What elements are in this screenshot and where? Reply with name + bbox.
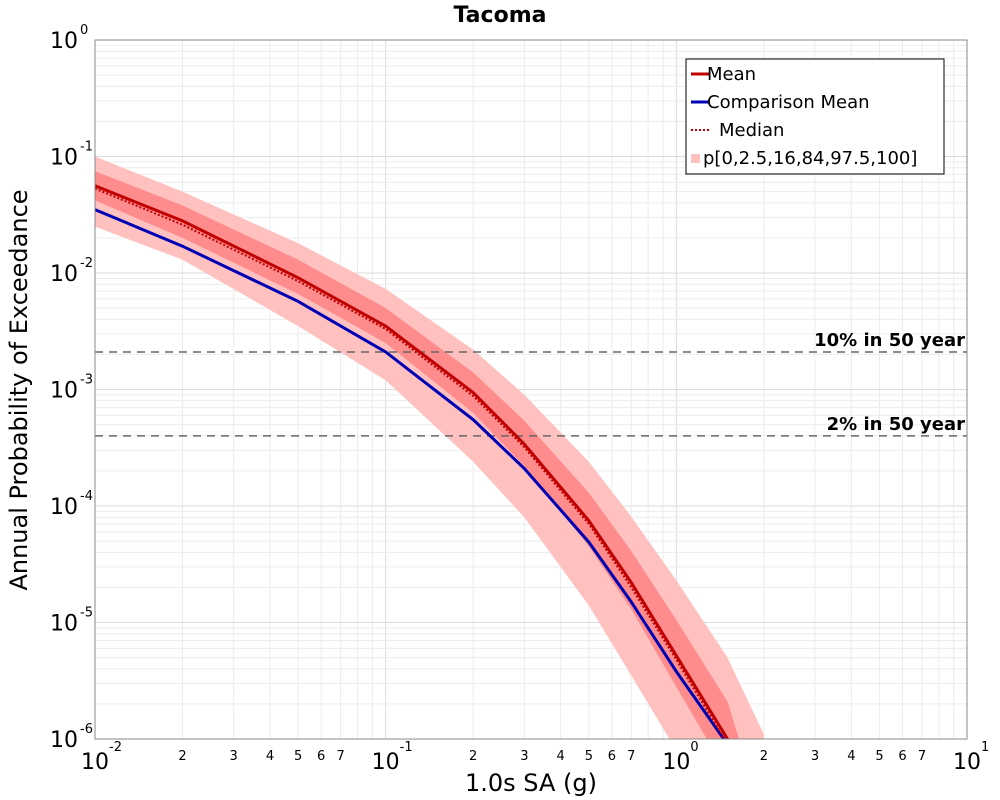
y-major-tick-exponent: -3	[80, 373, 93, 388]
x-minor-tick-label: 6	[608, 749, 616, 764]
y-major-tick-exponent: -6	[80, 722, 93, 737]
grid	[94, 40, 967, 740]
plot-frame	[94, 39, 968, 740]
y-major-tick-exponent: -2	[80, 256, 93, 271]
y-major-tick-label: 10	[50, 495, 78, 520]
y-major-tick-label: 10	[50, 728, 78, 753]
x-minor-tick-label: 7	[627, 749, 635, 764]
percentile-band	[95, 156, 764, 739]
y-major-tick-exponent: -4	[80, 489, 93, 504]
y-major-tick-label: 10	[50, 379, 78, 404]
reference-lines: 10% in 50 year 2% in 50 year	[95, 330, 967, 437]
x-minor-tick-label: 3	[811, 749, 819, 764]
chart-title: Tacoma	[454, 3, 547, 28]
series-line-comparison-mean	[95, 208, 726, 739]
x-major-tick-exponent: 0	[690, 740, 698, 755]
reference-line-label: 10% in 50 year	[814, 330, 965, 351]
x-minor-tick-label: 2	[178, 749, 186, 764]
y-axis-label: Annual Probability of Exceedance	[5, 189, 33, 590]
percentile-bands	[95, 156, 764, 739]
x-minor-tick-label: 5	[585, 749, 593, 764]
x-minor-tick-label: 2	[469, 749, 477, 764]
x-minor-tick-label: 3	[230, 749, 238, 764]
x-minor-tick-label: 4	[557, 749, 565, 764]
y-major-tick-label: 10	[50, 29, 78, 54]
x-major-tick-label: 10	[372, 750, 400, 775]
legend-label: Comparison Mean	[707, 92, 870, 113]
x-minor-tick-label: 3	[520, 749, 528, 764]
x-minor-tick-label: 2	[760, 749, 768, 764]
y-major-tick-exponent: 0	[80, 23, 88, 38]
x-major-tick-exponent: -2	[109, 740, 122, 755]
y-major-tick-label: 10	[50, 612, 78, 637]
y-major-tick-label: 10	[50, 146, 78, 171]
percentile-band	[95, 171, 739, 739]
y-major-tick-exponent: -5	[80, 606, 93, 621]
x-major-tick-label: 10	[662, 750, 690, 775]
x-minor-tick-label: 7	[337, 749, 345, 764]
legend-label: Mean	[707, 64, 756, 85]
x-minor-tick-label: 6	[898, 749, 906, 764]
x-major-tick-exponent: 1	[981, 740, 989, 755]
x-minor-tick-label: 5	[294, 749, 302, 764]
x-minor-tick-label: 5	[875, 749, 883, 764]
y-major-tick-exponent: -1	[80, 140, 93, 155]
x-major-tick-exponent: -1	[400, 740, 413, 755]
x-minor-tick-label: 7	[918, 749, 926, 764]
legend-label: Median	[719, 120, 784, 141]
series-lines	[95, 184, 730, 739]
y-major-tick-label: 10	[50, 262, 78, 287]
x-minor-tick-label: 4	[847, 749, 855, 764]
legend-label: p[0,2.5,16,84,97.5,100]	[703, 148, 917, 169]
legend-swatch-band	[691, 154, 700, 163]
x-minor-tick-label: 6	[317, 749, 325, 764]
reference-line-label: 2% in 50 year	[827, 414, 965, 435]
series-line-median	[95, 187, 726, 739]
series-line-mean	[95, 184, 730, 739]
x-major-tick-label: 10	[81, 750, 109, 775]
x-major-tick-label: 10	[953, 750, 981, 775]
x-minor-tick-label: 4	[266, 749, 274, 764]
x-axis-label: 1.0s SA (g)	[465, 769, 597, 797]
legend-frame	[685, 58, 945, 175]
legend: Mean Comparison Mean Median p[0,2.5,16,84,9…	[685, 58, 945, 175]
